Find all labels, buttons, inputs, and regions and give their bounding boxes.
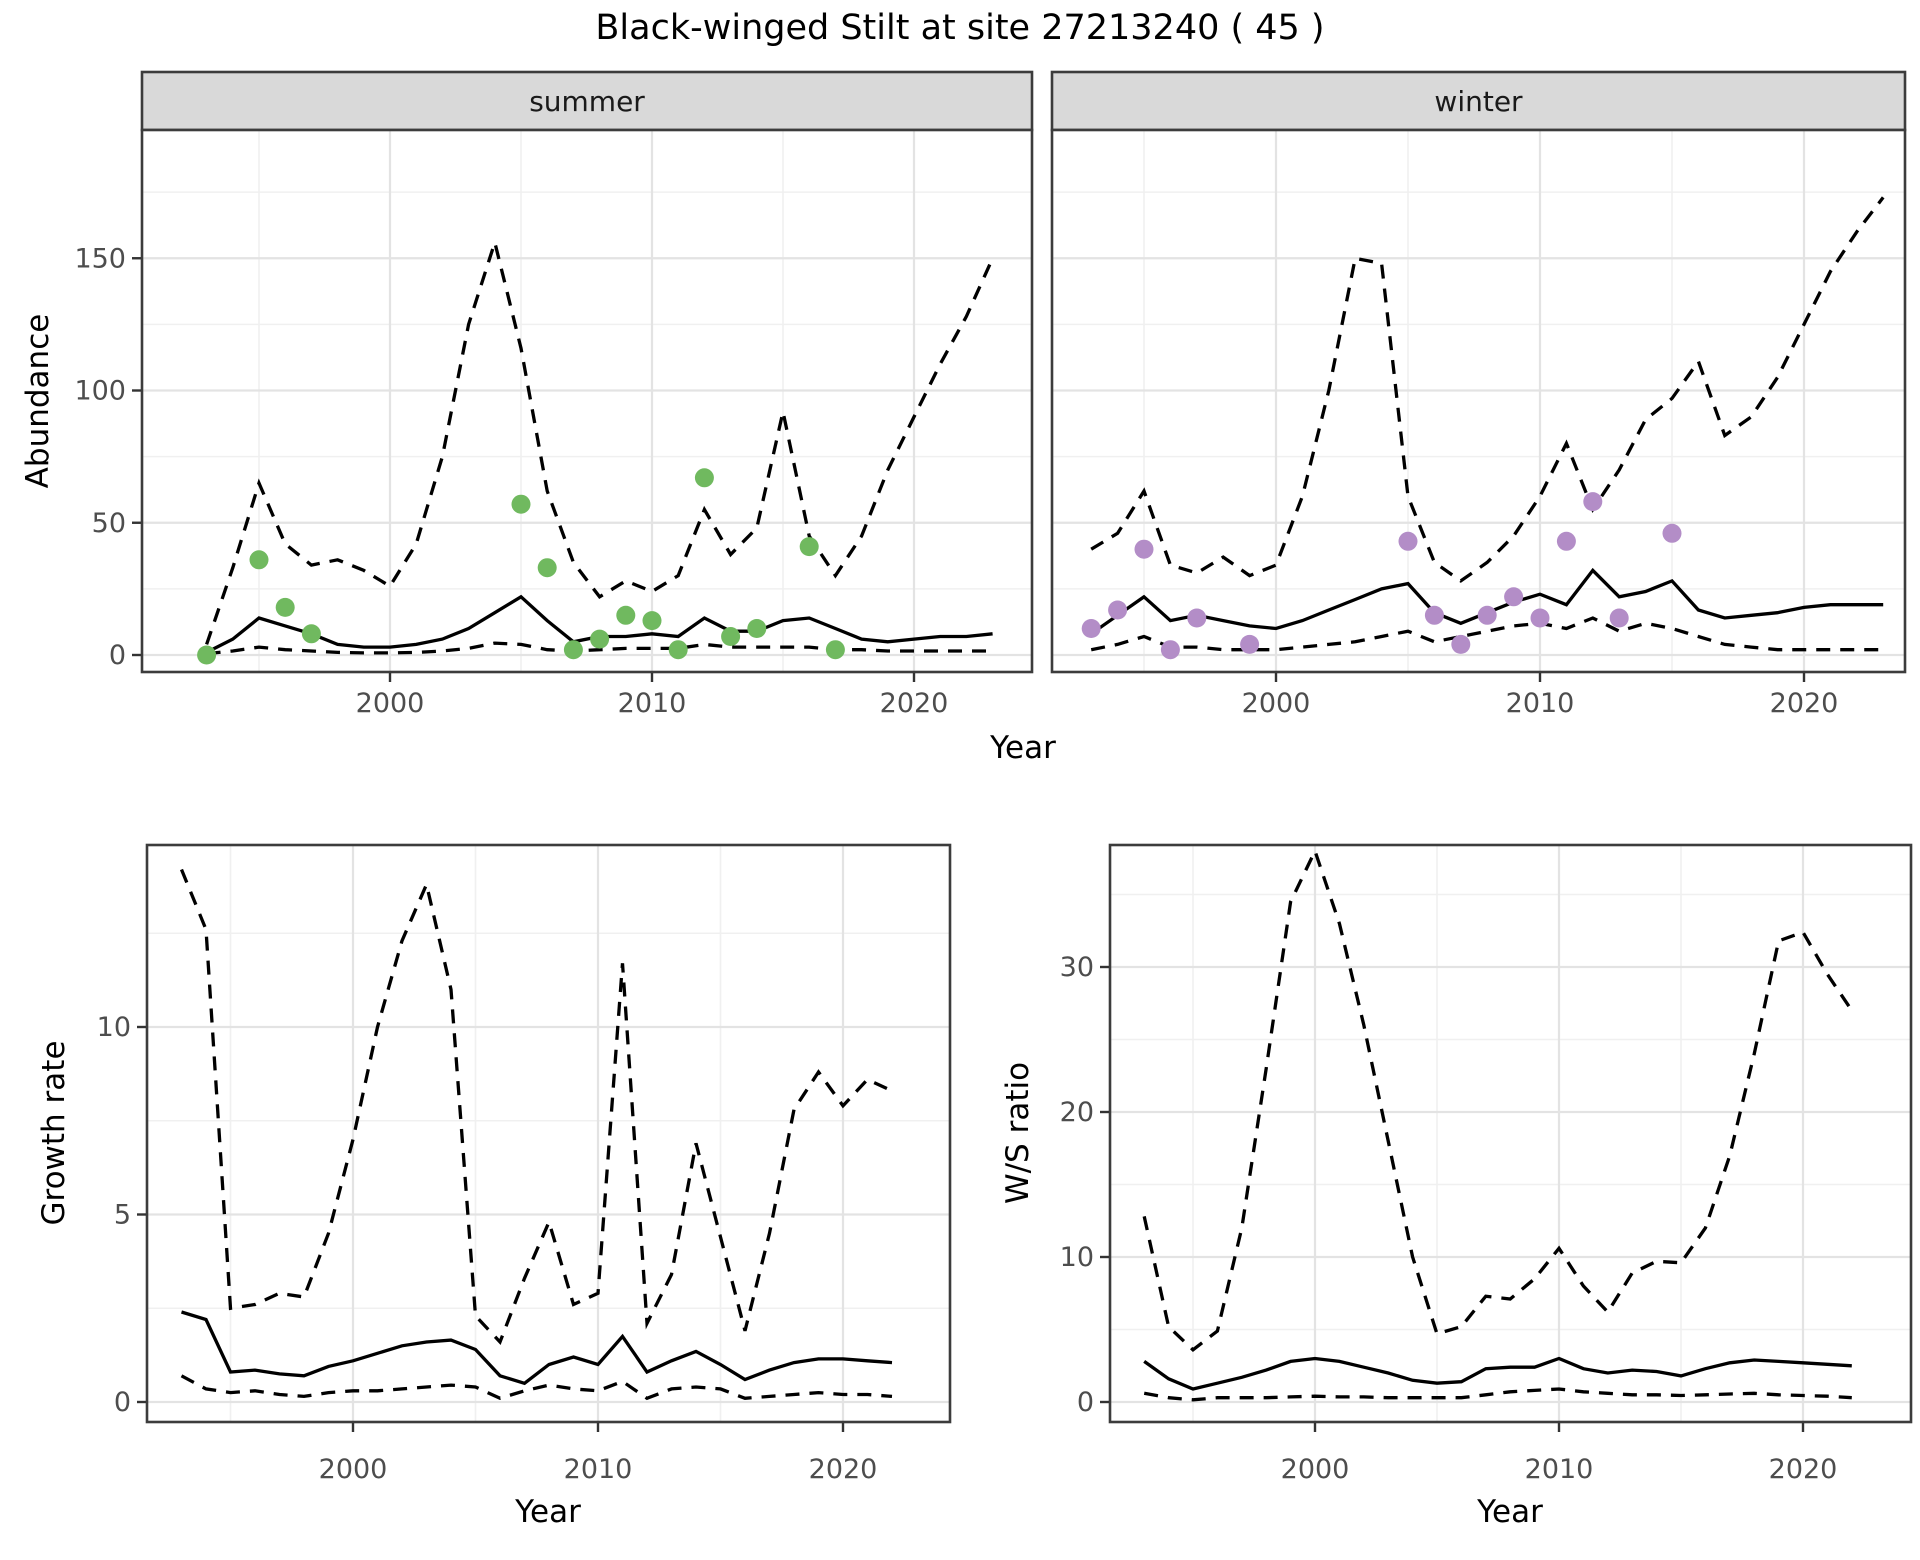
figure-title: Black-winged Stilt at site 27213240 ( 45… bbox=[595, 8, 1325, 48]
x-axis-title-year-bottom-right: Year bbox=[1477, 1494, 1543, 1530]
y-axis-title-ws-ratio: W/S ratio bbox=[1000, 1061, 1036, 1205]
y-axis-title-abundance: Abundance bbox=[20, 313, 56, 489]
svg-text:2020: 2020 bbox=[1769, 1454, 1838, 1485]
svg-text:2010: 2010 bbox=[618, 688, 687, 719]
svg-text:2020: 2020 bbox=[880, 688, 949, 719]
svg-text:50: 50 bbox=[92, 508, 126, 539]
y-axis-title-growth-rate: Growth rate bbox=[36, 1040, 72, 1226]
svg-text:10: 10 bbox=[1060, 1242, 1094, 1273]
facet-strip-winter-label: winter bbox=[1434, 84, 1523, 118]
x-axis-title-year-bottom-left: Year bbox=[515, 1494, 581, 1530]
svg-text:2020: 2020 bbox=[1770, 688, 1839, 719]
svg-text:0: 0 bbox=[114, 1387, 131, 1418]
svg-text:2020: 2020 bbox=[809, 1454, 878, 1485]
x-axis-title-year-top: Year bbox=[990, 730, 1056, 766]
svg-text:2000: 2000 bbox=[319, 1454, 388, 1485]
svg-text:10: 10 bbox=[97, 1012, 131, 1043]
facet-strip-winter: winter bbox=[1052, 72, 1905, 130]
svg-text:2010: 2010 bbox=[1506, 688, 1575, 719]
svg-text:100: 100 bbox=[74, 376, 126, 407]
svg-text:2000: 2000 bbox=[356, 688, 425, 719]
svg-text:2000: 2000 bbox=[1242, 688, 1311, 719]
svg-text:20: 20 bbox=[1060, 1097, 1094, 1128]
svg-text:30: 30 bbox=[1060, 952, 1094, 983]
facet-strip-summer-label: summer bbox=[529, 84, 645, 118]
svg-text:5: 5 bbox=[114, 1200, 131, 1231]
svg-text:150: 150 bbox=[74, 243, 126, 274]
facet-strip-summer: summer bbox=[142, 72, 1032, 130]
svg-text:0: 0 bbox=[1077, 1387, 1094, 1418]
svg-text:2010: 2010 bbox=[564, 1454, 633, 1485]
svg-text:2010: 2010 bbox=[1525, 1454, 1594, 1485]
svg-text:0: 0 bbox=[109, 640, 126, 671]
svg-text:2000: 2000 bbox=[1281, 1454, 1350, 1485]
